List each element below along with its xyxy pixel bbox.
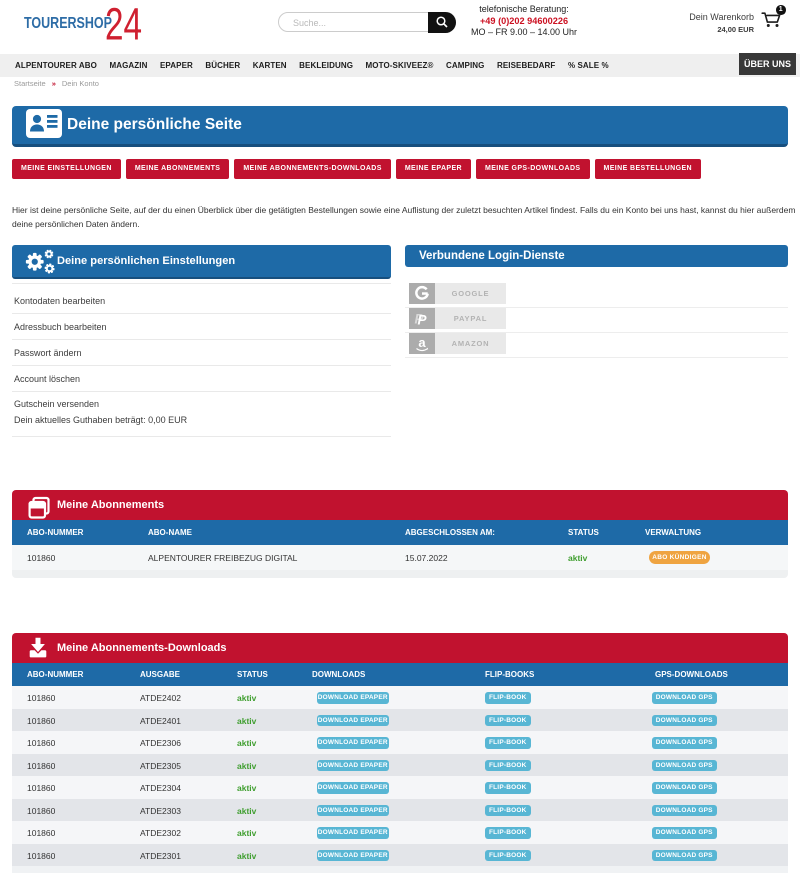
svg-text:TOURERSHOP: TOURERSHOP <box>24 15 112 32</box>
svg-text:P: P <box>417 313 427 328</box>
svg-text:a: a <box>418 335 426 350</box>
svg-text:P: P <box>414 312 424 327</box>
svg-text:24: 24 <box>105 6 142 48</box>
